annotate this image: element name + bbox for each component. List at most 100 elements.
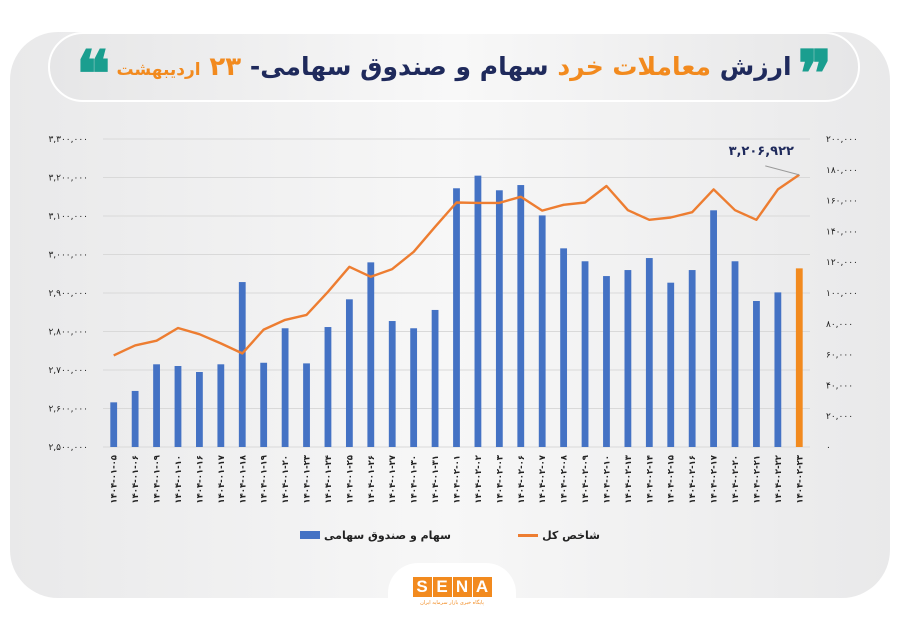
bar (538, 215, 546, 447)
title-date: اردیبهشت (116, 60, 201, 80)
right-axis-tick: ۲۰۰,۰۰۰ (826, 135, 858, 145)
bar (238, 282, 246, 447)
bar (560, 248, 568, 447)
x-axis-label: ۱۴۰۴-۰۱-۳۰ (410, 455, 420, 504)
left-axis-tick: ۳,۱۰۰,۰۰۰ (48, 212, 88, 222)
bar (581, 261, 589, 447)
left-axis-tick: ۳,۰۰۰,۰۰۰ (48, 251, 88, 261)
x-axis-label: ۱۴۰۴-۰۱-۰۶ (131, 455, 141, 504)
bar (774, 292, 782, 447)
bar (710, 210, 717, 447)
left-axis-tick: ۲,۹۰۰,۰۰۰ (48, 289, 88, 299)
left-axis-tick: ۲,۵۰۰,۰۰۰ (48, 443, 88, 453)
bar (431, 309, 439, 447)
x-axis-label: ۱۴۰۴-۰۲-۰۷ (538, 454, 548, 503)
right-axis-tick: ۱۴۰,۰۰۰ (826, 227, 858, 237)
legend: شاخص کل سهام و صندوق سهامی (300, 526, 600, 544)
right-axis-tick: ۱۸۰,۰۰۰ (826, 166, 858, 176)
bar (517, 185, 525, 447)
quote-open-icon: ❞ (797, 37, 832, 112)
right-axis-tick: ۸۰,۰۰۰ (826, 320, 853, 330)
right-axis-tick: ۱۶۰,۰۰۰ (826, 197, 858, 207)
title-part3: سهام و صندوق سهامی- (249, 52, 549, 81)
legend-item-retail: سهام و صندوق سهامی (300, 529, 451, 542)
title-bar: ❞ ارزش معاملات خرد سهام و صندوق سهامی- ۲… (48, 32, 860, 112)
x-axis-label: ۱۴۰۴-۰۱-۲۷ (388, 454, 398, 503)
bar (388, 321, 396, 447)
bar (303, 363, 310, 447)
x-axis-label: ۱۴۰۴-۰۱-۰۵ (110, 455, 120, 504)
bar (196, 372, 203, 447)
sena-logo: S E N A (412, 577, 492, 597)
legend-label-retail: سهام و صندوق سهامی (324, 528, 451, 542)
bar (367, 262, 375, 447)
x-axis-label: ۱۴۰۴-۰۱-۱۸ (238, 454, 248, 503)
bar (260, 362, 268, 447)
bar (474, 175, 482, 448)
x-axis-label: ۱۴۰۴-۰۱-۲۰ (281, 455, 291, 504)
x-axis-label: ۱۴۰۴-۰۲-۰۲ (474, 454, 484, 503)
bar (667, 282, 675, 447)
x-axis-label: ۱۴۰۴-۰۲-۱۴ (645, 455, 655, 504)
bar (795, 268, 803, 447)
line-swatch-icon (518, 533, 539, 537)
bar (495, 190, 503, 448)
x-axis-label: ۱۴۰۴-۰۲-۲۱ (752, 455, 762, 504)
quote-close-icon: ❝ (76, 37, 111, 112)
logo-letter: N (452, 577, 472, 597)
logo-letter: A (472, 577, 492, 597)
left-axis-tick: ۳,۳۰۰,۰۰۰ (48, 135, 88, 145)
left-axis-tick: ۲,۷۰۰,۰۰۰ (48, 366, 88, 376)
x-axis-label: ۱۴۰۴-۰۲-۲۰ (731, 455, 741, 504)
bar (131, 390, 139, 447)
x-axis-label: ۱۴۰۴-۰۱-۲۵ (345, 455, 355, 504)
x-axis-label: ۱۴۰۴-۰۲-۰۳ (495, 454, 505, 503)
logo-letter: S (412, 577, 432, 597)
title-part2: معاملات خرد (557, 52, 711, 81)
bar-swatch-icon (300, 531, 320, 539)
right-axis-tick: ۰ (826, 443, 831, 453)
right-axis-tick: ۴۰,۰۰۰ (826, 381, 853, 391)
left-axis-tick: ۳,۲۰۰,۰۰۰ (48, 174, 88, 184)
bar (753, 301, 760, 447)
title-part1: ارزش (719, 52, 792, 81)
left-axis-tick: ۲,۸۰۰,۰۰۰ (48, 328, 88, 338)
x-axis-label: ۱۴۰۴-۰۲-۰۹ (581, 454, 591, 503)
bar (217, 364, 225, 447)
bar (174, 365, 182, 447)
right-axis-tick: ۱۰۰,۰۰۰ (826, 289, 858, 299)
x-axis-label: ۱۴۰۴-۰۱-۳۱ (431, 455, 441, 504)
index-line (113, 173, 800, 357)
bar (603, 276, 610, 447)
x-axis-label: ۱۴۰۴-۰۱-۰۹ (153, 454, 163, 503)
bar (688, 270, 696, 447)
x-axis-label: ۱۴۰۴-۰۱-۱۶ (195, 455, 205, 504)
x-axis-label: ۱۴۰۴-۰۲-۰۶ (517, 455, 527, 504)
x-axis-label: ۱۴۰۴-۰۲-۱۶ (688, 455, 698, 504)
x-axis-label: ۱۴۰۴-۰۲-۰۸ (560, 454, 570, 503)
x-axis-label: ۱۴۰۴-۰۱-۱۷ (217, 454, 227, 503)
right-axis-tick: ۱۲۰,۰۰۰ (826, 258, 858, 268)
x-axis-label: ۱۴۰۴-۰۱-۱۹ (260, 454, 270, 503)
bar (153, 364, 160, 447)
x-axis-label: ۱۴۰۴-۰۲-۱۵ (667, 455, 677, 504)
bar (624, 270, 632, 447)
annotation-leader (765, 165, 800, 176)
title-number: ۲۳ (209, 52, 242, 82)
x-axis-label: ۱۴۰۴-۰۲-۲۲ (774, 454, 784, 503)
bar (731, 261, 739, 447)
bar (410, 328, 418, 447)
right-axis-tick: ۲۰,۰۰۰ (826, 412, 853, 422)
x-axis-label: ۱۴۰۴-۰۲-۱۰ (602, 455, 612, 504)
x-axis-label: ۱۴۰۴-۰۲-۱۷ (710, 454, 720, 503)
right-axis-tick: ۶۰,۰۰۰ (826, 351, 853, 361)
x-axis-label: ۱۴۰۴-۰۲-۲۳ (795, 454, 805, 503)
x-axis-label: ۱۴۰۴-۰۱-۲۳ (303, 454, 313, 503)
legend-label-index: شاخص کل (542, 528, 600, 542)
chart-card (10, 32, 890, 598)
legend-item-index: شاخص کل (518, 529, 600, 542)
bar (324, 327, 332, 447)
x-axis-label: ۱۴۰۴-۰۱-۲۶ (367, 455, 377, 504)
bar (110, 402, 118, 447)
